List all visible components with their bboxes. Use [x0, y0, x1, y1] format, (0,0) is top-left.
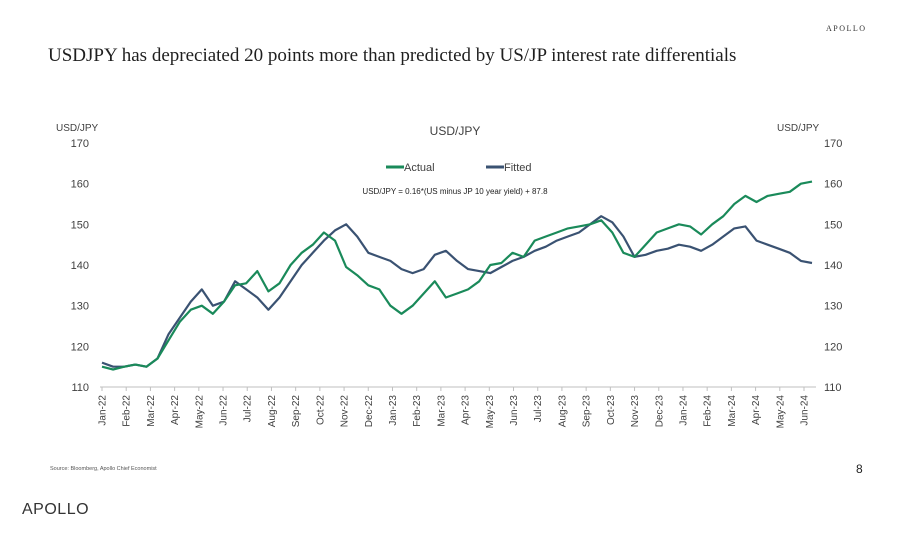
y-tick-left-label: 130 [71, 301, 89, 313]
x-tick-label: Aug-23 [557, 395, 568, 428]
page-number: 8 [856, 462, 863, 476]
y-axis-left-label: USD/JPY [56, 123, 99, 134]
x-tick-label: Jun-23 [509, 395, 520, 426]
x-tick-label: Apr-22 [170, 395, 181, 425]
y-tick-left-label: 150 [71, 219, 89, 231]
x-tick-label: Mar-24 [727, 395, 738, 427]
x-tick-label: Oct-22 [315, 395, 326, 425]
y-axis-left: 110 120 130 140 150 160 170 [71, 138, 89, 394]
y-tick-left-label: 160 [71, 179, 89, 191]
x-tick-label: Jul-22 [243, 395, 254, 423]
y-tick-left-label: 140 [71, 260, 89, 272]
series-line-actual [101, 180, 813, 371]
x-tick-label: Sep-23 [582, 395, 593, 428]
x-tick-label: Nov-22 [340, 395, 351, 428]
x-tick-label: May-24 [775, 395, 786, 429]
x-tick-label: Feb-24 [703, 395, 714, 427]
y-tick-right-label: 160 [824, 179, 842, 191]
series-line-fitted [101, 215, 813, 368]
x-tick-label: Apr-24 [751, 395, 762, 425]
y-axis-right: 110 120 130 140 150 160 170 [824, 138, 842, 394]
x-tick-label: Jun-24 [800, 395, 811, 426]
brand-logo-top: APOLLO [826, 24, 867, 33]
x-tick-label: May-23 [485, 395, 496, 429]
x-tick-label: May-22 [194, 395, 205, 429]
y-tick-right-label: 130 [824, 301, 842, 313]
x-tick-label: Jan-22 [98, 395, 109, 426]
brand-logo-bottom: APOLLO [22, 501, 90, 518]
page-title: USDJPY has depreciated 20 points more th… [48, 45, 737, 66]
x-tick-label: Aug-22 [267, 395, 278, 428]
x-tick-label: Sep-22 [291, 395, 302, 428]
x-tick-label: Jan-23 [388, 395, 399, 426]
x-tick-label: Oct-23 [606, 395, 617, 425]
legend-label-actual: Actual [404, 162, 435, 174]
y-tick-right-label: 170 [824, 138, 842, 150]
x-tick-label: Jun-22 [219, 395, 230, 426]
y-tick-left-label: 170 [71, 138, 89, 150]
y-tick-right-label: 110 [824, 382, 842, 394]
x-tick-label: Dec-22 [364, 395, 375, 428]
x-tick-label: Mar-23 [436, 395, 447, 427]
x-tick-label: Mar-22 [146, 395, 157, 427]
x-tick-label: Nov-23 [630, 395, 641, 428]
series-lines [101, 180, 813, 371]
y-tick-right-label: 150 [824, 219, 842, 231]
x-axis: Jan-22 Feb-22 Mar-22 Apr-22 May-22 Jun-22 Jul-… [98, 387, 811, 428]
y-tick-left-label: 110 [71, 382, 89, 394]
x-tick-label: Dec-23 [654, 395, 665, 428]
x-tick-label: Jul-23 [533, 395, 544, 423]
x-tick-label: Feb-22 [122, 395, 133, 427]
legend-label-fitted: Fitted [504, 162, 532, 174]
x-tick-label: Feb-23 [412, 395, 423, 427]
source-note: Source: Bloomberg, Apollo Chief Economis… [50, 466, 157, 472]
chart-legend: Actual Fitted [386, 162, 532, 174]
chart-title: USD/JPY [430, 124, 481, 138]
x-tick-label: Jan-24 [678, 395, 689, 426]
y-tick-right-label: 120 [824, 341, 842, 353]
y-tick-right-label: 140 [824, 260, 842, 272]
x-tick-label: Apr-23 [461, 395, 472, 425]
y-axis-right-label: USD/JPY [777, 123, 820, 134]
y-tick-left-label: 120 [71, 341, 89, 353]
formula-annotation: USD/JPY = 0.16*(US minus JP 10 year yiel… [362, 187, 548, 196]
